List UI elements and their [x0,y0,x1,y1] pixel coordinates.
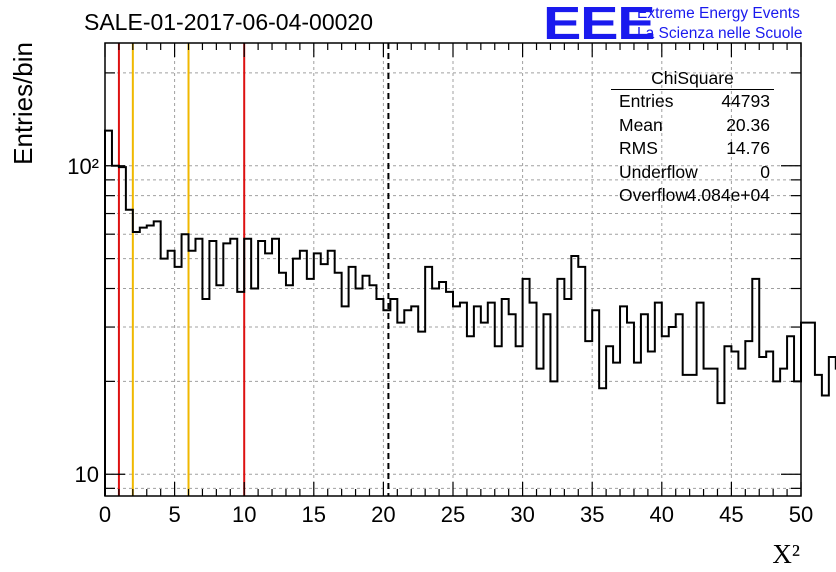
eee-logo-mark: EEE [543,0,656,49]
stats-value: 44793 [721,91,770,111]
y-tick-label: 10² [67,154,99,179]
stats-label: RMS [619,138,658,158]
stats-row-mean: Mean 20.36 [611,114,774,138]
stats-value: 0 [760,161,770,182]
stats-box: ChiSquare Entries 44793 Mean 20.36 RMS 1… [611,67,774,208]
x-tick-label: 15 [302,502,326,527]
x-axis-label: X² [772,539,800,569]
x-tick-label: 50 [789,502,813,527]
chart-title: SALE-01-2017-06-04-00020 [84,9,373,35]
x-tick-label: 45 [719,502,743,527]
stats-row-overflow: Overflow 4.084e+04 [611,184,774,208]
stats-row-underflow: Underflow 0 [611,161,774,185]
stats-label: Entries [619,91,674,111]
y-axis-label: Entries/bin [8,42,38,165]
tick-labels: 0 5 10 15 20 25 30 35 40 45 50 10 10² [67,154,813,527]
stats-title: ChiSquare [611,67,774,90]
x-tick-label: 30 [510,502,534,527]
stats-row-rms: RMS 14.76 [611,137,774,161]
x-tick-label: 10 [232,502,256,527]
logo-line-2: La Scienza nelle Scuole [637,25,803,42]
x-tick-label: 40 [650,502,674,527]
x-tick-label: 35 [580,502,604,527]
grid [105,43,801,496]
x-tick-label: 0 [99,502,111,527]
x-tick-label: 5 [168,502,180,527]
x-tick-label: 20 [371,502,395,527]
ticks [104,43,802,496]
stats-label: Underflow [619,161,698,182]
stats-label: Overflow [619,185,689,205]
stats-value: 14.76 [726,138,770,158]
stats-row-entries: Entries 44793 [611,90,774,114]
y-tick-label: 10 [75,462,99,487]
stats-value: 4.084e+04 [686,185,770,205]
stats-label: Mean [619,114,663,135]
stats-value: 20.36 [726,114,770,135]
axis-titles: X² Entries/bin [8,42,800,569]
x-tick-label: 25 [441,502,465,527]
logo-line-1: Extreme Energy Events [637,5,800,22]
histogram [104,129,836,496]
histogram-outline [104,129,836,496]
